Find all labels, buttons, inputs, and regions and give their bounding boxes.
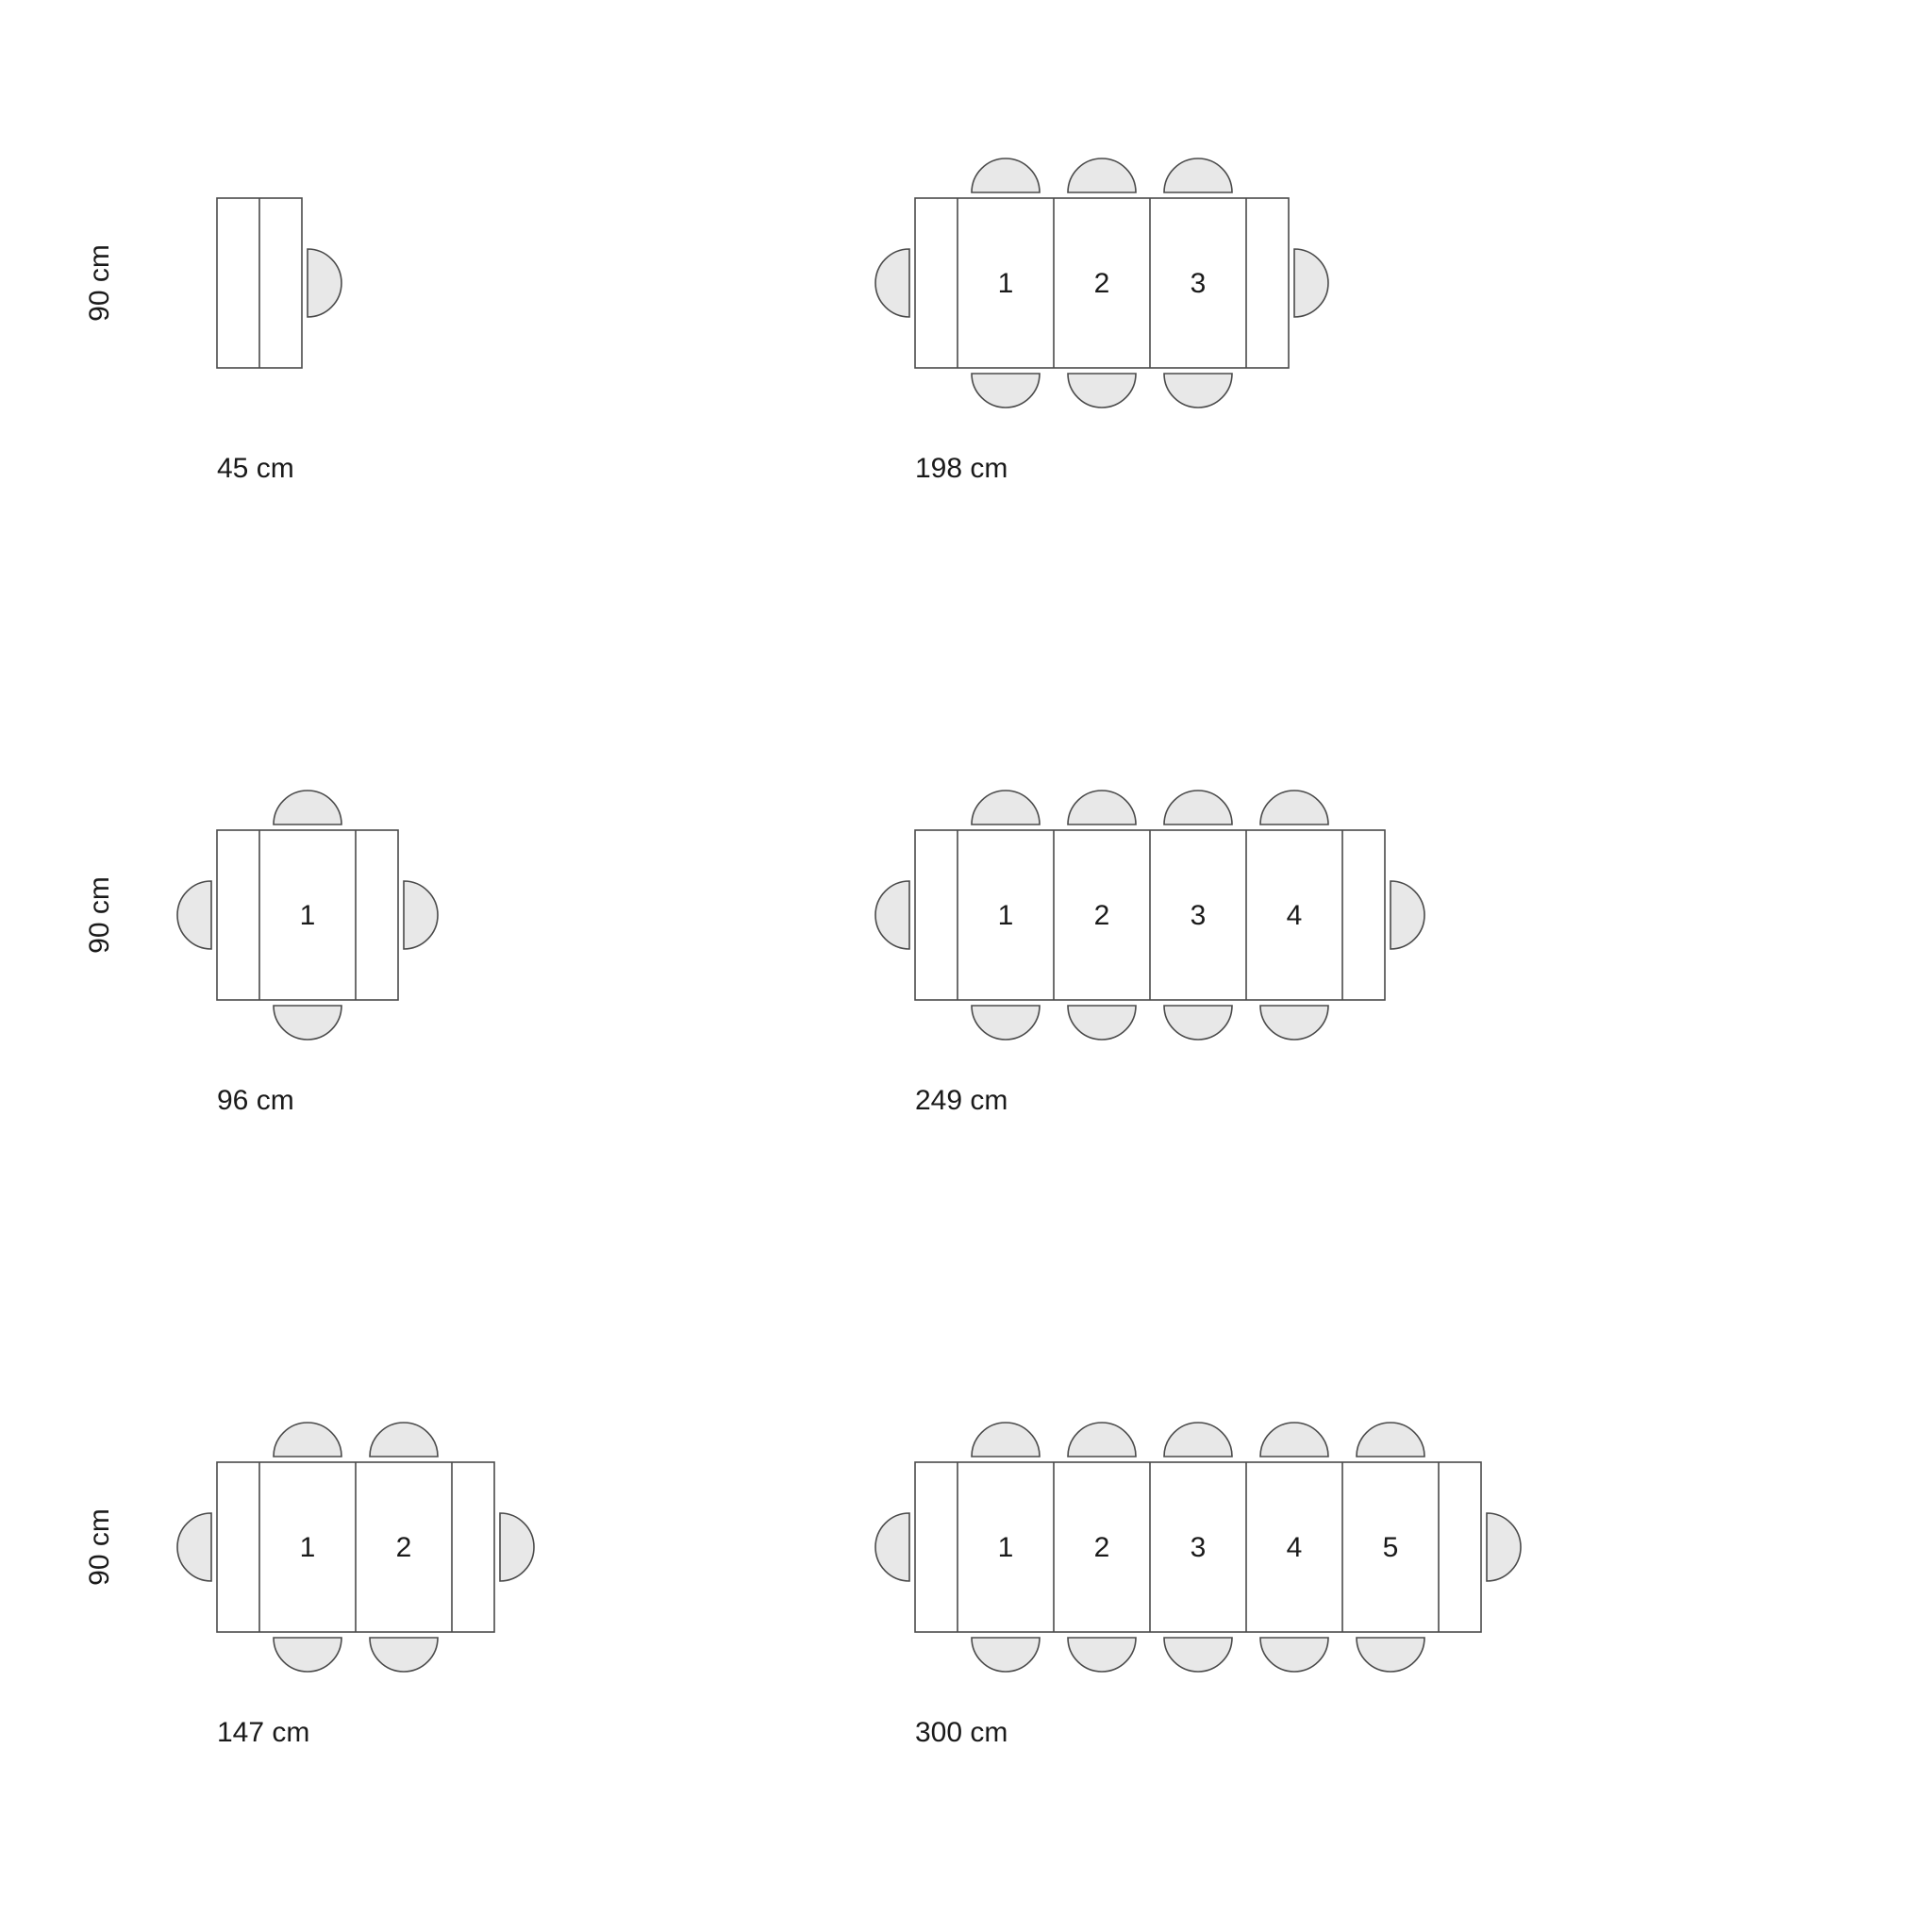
height-label-group: 90 cm	[84, 1508, 115, 1586]
width-label: 96 cm	[217, 1085, 294, 1116]
leaf-number: 3	[1191, 1532, 1207, 1563]
height-label-group: 90 cm	[84, 876, 115, 954]
width-label: 45 cm	[217, 453, 294, 484]
leaf-number: 3	[1191, 900, 1207, 931]
leaf-number: 2	[396, 1532, 412, 1563]
leaf-number: 2	[1094, 900, 1110, 931]
width-label: 249 cm	[915, 1085, 1008, 1116]
width-label: 300 cm	[915, 1717, 1008, 1748]
width-label: 147 cm	[217, 1717, 309, 1748]
height-label: 90 cm	[84, 244, 115, 322]
leaf-number: 1	[998, 1532, 1014, 1563]
leaf-number: 4	[1287, 900, 1303, 931]
leaf-number: 1	[300, 1532, 316, 1563]
leaf-number: 2	[1094, 1532, 1110, 1563]
leaf-number: 5	[1383, 1532, 1399, 1563]
leaf-number: 1	[998, 268, 1014, 299]
leaf-number: 1	[998, 900, 1014, 931]
height-label: 90 cm	[84, 876, 115, 954]
height-label-group: 90 cm	[84, 244, 115, 322]
leaf-number: 4	[1287, 1532, 1303, 1563]
width-label: 198 cm	[915, 453, 1008, 484]
leaf-number: 2	[1094, 268, 1110, 299]
height-label: 90 cm	[84, 1508, 115, 1586]
table-configurations-diagram: 90 cm 90 cm 90 cm 45 cm 1 2 3 198 cm 1 96 cm 1 2 3 4 2…	[0, 0, 1932, 1932]
leaf-number: 1	[300, 900, 316, 931]
leaf-number: 3	[1191, 268, 1207, 299]
